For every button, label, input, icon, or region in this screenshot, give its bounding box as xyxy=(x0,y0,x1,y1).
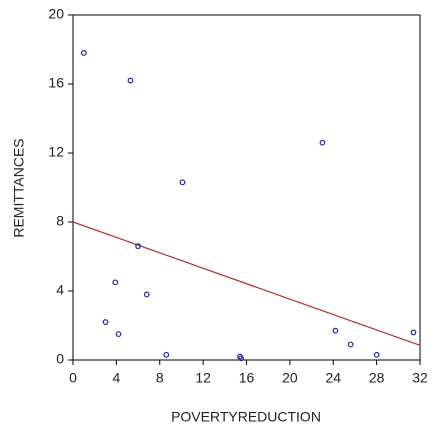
data-point xyxy=(143,291,150,298)
data-point xyxy=(102,319,109,325)
data-point xyxy=(410,329,417,336)
x-tick-label: 32 xyxy=(412,370,428,386)
data-point xyxy=(115,331,122,338)
data-point xyxy=(135,243,141,250)
x-tick-label: 0 xyxy=(69,370,77,386)
y-tick-label: 20 xyxy=(48,6,64,22)
fit-line xyxy=(72,221,421,346)
data-point xyxy=(163,351,170,358)
y-axis-label: REMITTANCES xyxy=(11,138,27,237)
y-tick-label: 16 xyxy=(48,75,64,91)
x-tick-label: 12 xyxy=(195,370,211,386)
data-point xyxy=(319,139,326,146)
data-point xyxy=(179,179,186,186)
x-tick-label: 20 xyxy=(282,370,298,386)
data-point xyxy=(238,355,244,362)
data-point xyxy=(127,77,134,84)
data-point xyxy=(332,327,339,334)
plot-frame xyxy=(72,14,421,361)
x-tick-label: 4 xyxy=(112,370,120,386)
y-tick-label: 8 xyxy=(56,213,64,229)
x-axis-label: POVERTYREDUCTION xyxy=(171,409,321,425)
x-tick-label: 8 xyxy=(156,370,164,386)
data-point xyxy=(80,50,87,56)
y-tick-label: 0 xyxy=(56,351,64,367)
data-point xyxy=(112,279,119,286)
y-tick-label: 12 xyxy=(48,144,64,160)
x-tick-label: 24 xyxy=(325,370,341,386)
x-tick-label: 16 xyxy=(239,370,255,386)
data-point xyxy=(347,341,354,348)
x-tick-label: 28 xyxy=(369,370,385,386)
y-tick-label: 4 xyxy=(56,282,64,298)
data-point xyxy=(373,351,380,358)
